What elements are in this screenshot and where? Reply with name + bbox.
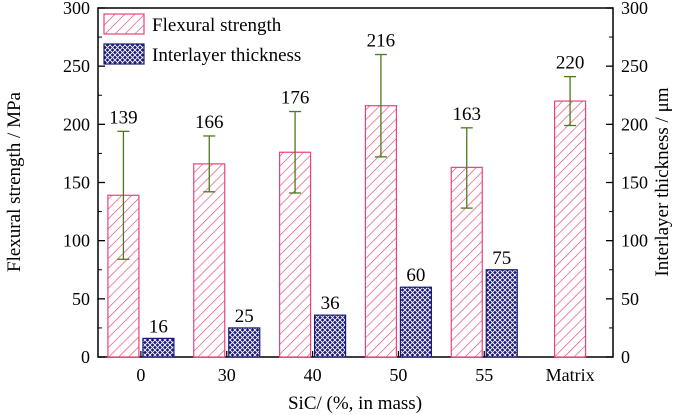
bars xyxy=(107,100,587,358)
y-left-tick-label: 200 xyxy=(63,114,90,134)
legend-label-interlayer-thickness: Interlayer thickness xyxy=(152,45,301,66)
data-label-flexural-strength: 163 xyxy=(453,104,482,125)
bar-interlayer-thickness xyxy=(142,337,175,358)
data-label-flexural-strength: 166 xyxy=(195,112,224,133)
y-left-tick-label: 50 xyxy=(72,289,90,309)
x-tick-label: 55 xyxy=(475,365,493,385)
data-label-interlayer-thickness: 16 xyxy=(149,316,168,337)
y-right-tick-label: 200 xyxy=(621,114,648,134)
data-labels: 139 16 166 25 176 36 216 60 163 75 220 xyxy=(109,31,584,338)
data-label-flexural-strength: 220 xyxy=(556,53,585,74)
data-label-flexural-strength: 139 xyxy=(109,107,138,128)
y-left-tick-label: 250 xyxy=(63,56,90,76)
bar-flexural-strength xyxy=(193,163,226,358)
y-right-tick-label: 0 xyxy=(621,347,630,367)
x-tick-label: 40 xyxy=(304,365,322,385)
bar-interlayer-thickness xyxy=(228,327,261,358)
x-axis-title: SiC/ (%, in mass) xyxy=(288,393,422,414)
bar-interlayer-thickness xyxy=(399,286,433,358)
y-right-tick-label: 250 xyxy=(621,56,648,76)
bar-interlayer-thickness xyxy=(313,314,347,358)
data-label-interlayer-thickness: 25 xyxy=(235,306,254,327)
x-tick-label: 30 xyxy=(218,365,236,385)
x-tick-label: 50 xyxy=(389,365,407,385)
y-left-tick-label: 300 xyxy=(63,0,90,18)
data-label-interlayer-thickness: 60 xyxy=(406,265,425,286)
y-left-tick-label: 100 xyxy=(63,231,90,251)
y-right-tick-label: 50 xyxy=(621,289,639,309)
y-left-tick-label: 150 xyxy=(63,173,90,193)
data-label-flexural-strength: 176 xyxy=(281,88,310,109)
y-axis-left-title: Flexural strength / MPa xyxy=(4,91,25,272)
error-bars xyxy=(117,53,577,260)
data-label-interlayer-thickness: 36 xyxy=(321,293,340,314)
data-label-interlayer-thickness: 75 xyxy=(492,248,511,269)
y-left-tick-label: 0 xyxy=(81,347,90,367)
x-tick-label: 0 xyxy=(136,365,145,385)
bar-interlayer-thickness xyxy=(485,269,518,358)
data-label-flexural-strength: 216 xyxy=(367,31,396,52)
y-axis-right: 0 50 100 150 200 250 300 xyxy=(606,0,648,367)
legend-swatch-interlayer-thickness xyxy=(103,43,145,65)
bar-flexural-strength xyxy=(553,100,587,358)
x-tick-label: Matrix xyxy=(546,365,595,385)
legend: Flexural strength Interlayer thickness xyxy=(103,13,301,66)
y-right-tick-label: 100 xyxy=(621,231,648,251)
legend-swatch-flexural-strength xyxy=(103,13,145,35)
y-axis-left: 0 50 100 150 200 250 300 xyxy=(63,0,105,367)
y-right-tick-label: 300 xyxy=(621,0,648,18)
legend-label-flexural-strength: Flexural strength xyxy=(152,15,282,36)
y-axis-right-title: Interlayer thickness / μm xyxy=(652,87,673,276)
y-right-tick-label: 150 xyxy=(621,173,648,193)
